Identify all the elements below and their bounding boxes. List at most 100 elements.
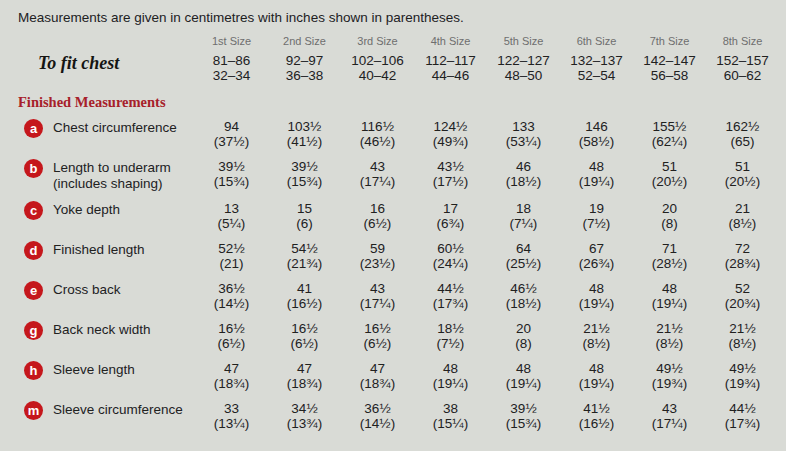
value-cell: 64(25½) (487, 241, 560, 271)
cm-value: 17 (414, 201, 487, 216)
value-cell: 33(13¼) (195, 401, 268, 431)
inches-value: (21¾) (268, 256, 341, 271)
to-fit-value-cell: 142–14756–58 (633, 53, 706, 83)
row-label-text: Chest circumference (53, 120, 177, 135)
cm-value: 13 (195, 201, 268, 216)
row-label-cell: a Chest circumference (0, 119, 195, 138)
value-cell: 48(19¼) (487, 361, 560, 391)
row-label: Length to underarm(includes shaping) (53, 159, 171, 191)
inches-value: (8½) (706, 336, 779, 351)
value-cell: 48(19¼) (560, 159, 633, 189)
cm-value: 54½ (268, 241, 341, 256)
inches-value: (13¾) (268, 416, 341, 431)
value-cell: 49½(19¾) (706, 361, 779, 391)
row-label-text: Length to underarm (53, 160, 171, 175)
letter-badge: m (24, 401, 43, 420)
cm-value: 49½ (633, 361, 706, 376)
to-fit-value-cell: 81–8632–34 (195, 53, 268, 83)
inches-value: (7¼) (487, 216, 560, 231)
inches-value: (18¾) (268, 376, 341, 391)
size-header: 8th Size (706, 35, 779, 48)
row-label-cell: cYoke depth (0, 201, 195, 220)
measurement-rows: aChest circumference94(37½)103½(41½)116½… (0, 119, 786, 431)
value-cell: 19(7½) (560, 201, 633, 231)
value-cell: 46½(18½) (487, 281, 560, 311)
value-cell: 16½(6½) (268, 321, 341, 351)
value-cell: 16½(6½) (341, 321, 414, 351)
inches-value: (18¾) (341, 376, 414, 391)
inches-value: (26¾) (560, 256, 633, 271)
table-row-h: hSleeve length47(18¾)47(18¾)47(18¾)48(19… (0, 361, 786, 391)
value-cell: 124½(49¾) (414, 119, 487, 149)
cm-value: 39½ (268, 159, 341, 174)
to-fit-cm-value: 81–86 (195, 53, 268, 68)
cm-value: 16½ (195, 321, 268, 336)
to-fit-value-cell: 102–10640–42 (341, 53, 414, 83)
row-label: Cross back (53, 281, 121, 298)
value-cell: 21½(8½) (706, 321, 779, 351)
value-cell: 60½(24¼) (414, 241, 487, 271)
cm-value: 44½ (414, 281, 487, 296)
value-cell: 34½(13¾) (268, 401, 341, 431)
value-cell: 18(7¼) (487, 201, 560, 231)
to-fit-cm-value: 142–147 (633, 53, 706, 68)
row-label: Finished length (53, 241, 145, 258)
size-header: 1st Size (195, 35, 268, 48)
to-fit-inches-value: 36–38 (268, 68, 341, 83)
to-fit-value-cell: 122–12748–50 (487, 53, 560, 83)
finished-measurements-heading: Finished Measurements (18, 95, 786, 110)
value-cell: 146(58½) (560, 119, 633, 149)
cm-value: 103½ (268, 119, 341, 134)
cm-value: 48 (560, 281, 633, 296)
cm-value: 94 (195, 119, 268, 134)
cm-value: 38 (414, 401, 487, 416)
to-fit-value-cell: 92–9736–38 (268, 53, 341, 83)
inches-value: (7½) (414, 336, 487, 351)
to-fit-cm-value: 132–137 (560, 53, 633, 68)
value-cell: 20(8) (633, 201, 706, 231)
row-label: Yoke depth (53, 201, 120, 218)
value-cell: 47(18¾) (195, 361, 268, 391)
inches-value: (16½) (560, 416, 633, 431)
measurements-note: Measurements are given in centimetres wi… (0, 0, 786, 26)
value-cell: 18½(7½) (414, 321, 487, 351)
inches-value: (6½) (195, 336, 268, 351)
inches-value: (5¼) (195, 216, 268, 231)
letter-badge: a (24, 119, 43, 138)
cm-value: 48 (560, 159, 633, 174)
cm-value: 71 (633, 241, 706, 256)
value-cell: 59(23½) (341, 241, 414, 271)
cm-value: 48 (487, 361, 560, 376)
inches-value: (23½) (341, 256, 414, 271)
table-row-a: aChest circumference94(37½)103½(41½)116½… (0, 119, 786, 149)
cm-value: 162½ (706, 119, 779, 134)
measurement-table-page: Measurements are given in centimetres wi… (0, 0, 786, 451)
size-header: 5th Size (487, 35, 560, 48)
inches-value: (8) (487, 336, 560, 351)
cm-value: 46½ (487, 281, 560, 296)
to-fit-cm-value: 152–157 (706, 53, 779, 68)
value-cell: 155½(62¼) (633, 119, 706, 149)
to-fit-inches-value: 40–42 (341, 68, 414, 83)
cm-value: 36½ (195, 281, 268, 296)
to-fit-value-cell: 152–15760–62 (706, 53, 779, 83)
to-fit-cm-value: 112–117 (414, 53, 487, 68)
inches-value: (20¾) (706, 296, 779, 311)
inches-value: (62¼) (633, 134, 706, 149)
cm-value: 41½ (560, 401, 633, 416)
row-sublabel-text: (includes shaping) (53, 176, 171, 192)
inches-value: (21) (195, 256, 268, 271)
to-fit-inches-value: 56–58 (633, 68, 706, 83)
cm-value: 34½ (268, 401, 341, 416)
inches-value: (16½) (268, 296, 341, 311)
to-fit-inches-value: 48–50 (487, 68, 560, 83)
cm-value: 59 (341, 241, 414, 256)
row-label-cell: gBack neck width (0, 321, 195, 340)
table-row-g: gBack neck width16½(6½)16½(6½)16½(6½)18½… (0, 321, 786, 351)
value-cell: 47(18¾) (341, 361, 414, 391)
value-cell: 17(6¾) (414, 201, 487, 231)
value-cell: 16½(6½) (195, 321, 268, 351)
value-cell: 36½(14½) (341, 401, 414, 431)
size-header: 4th Size (414, 35, 487, 48)
inches-value: (18½) (487, 174, 560, 189)
